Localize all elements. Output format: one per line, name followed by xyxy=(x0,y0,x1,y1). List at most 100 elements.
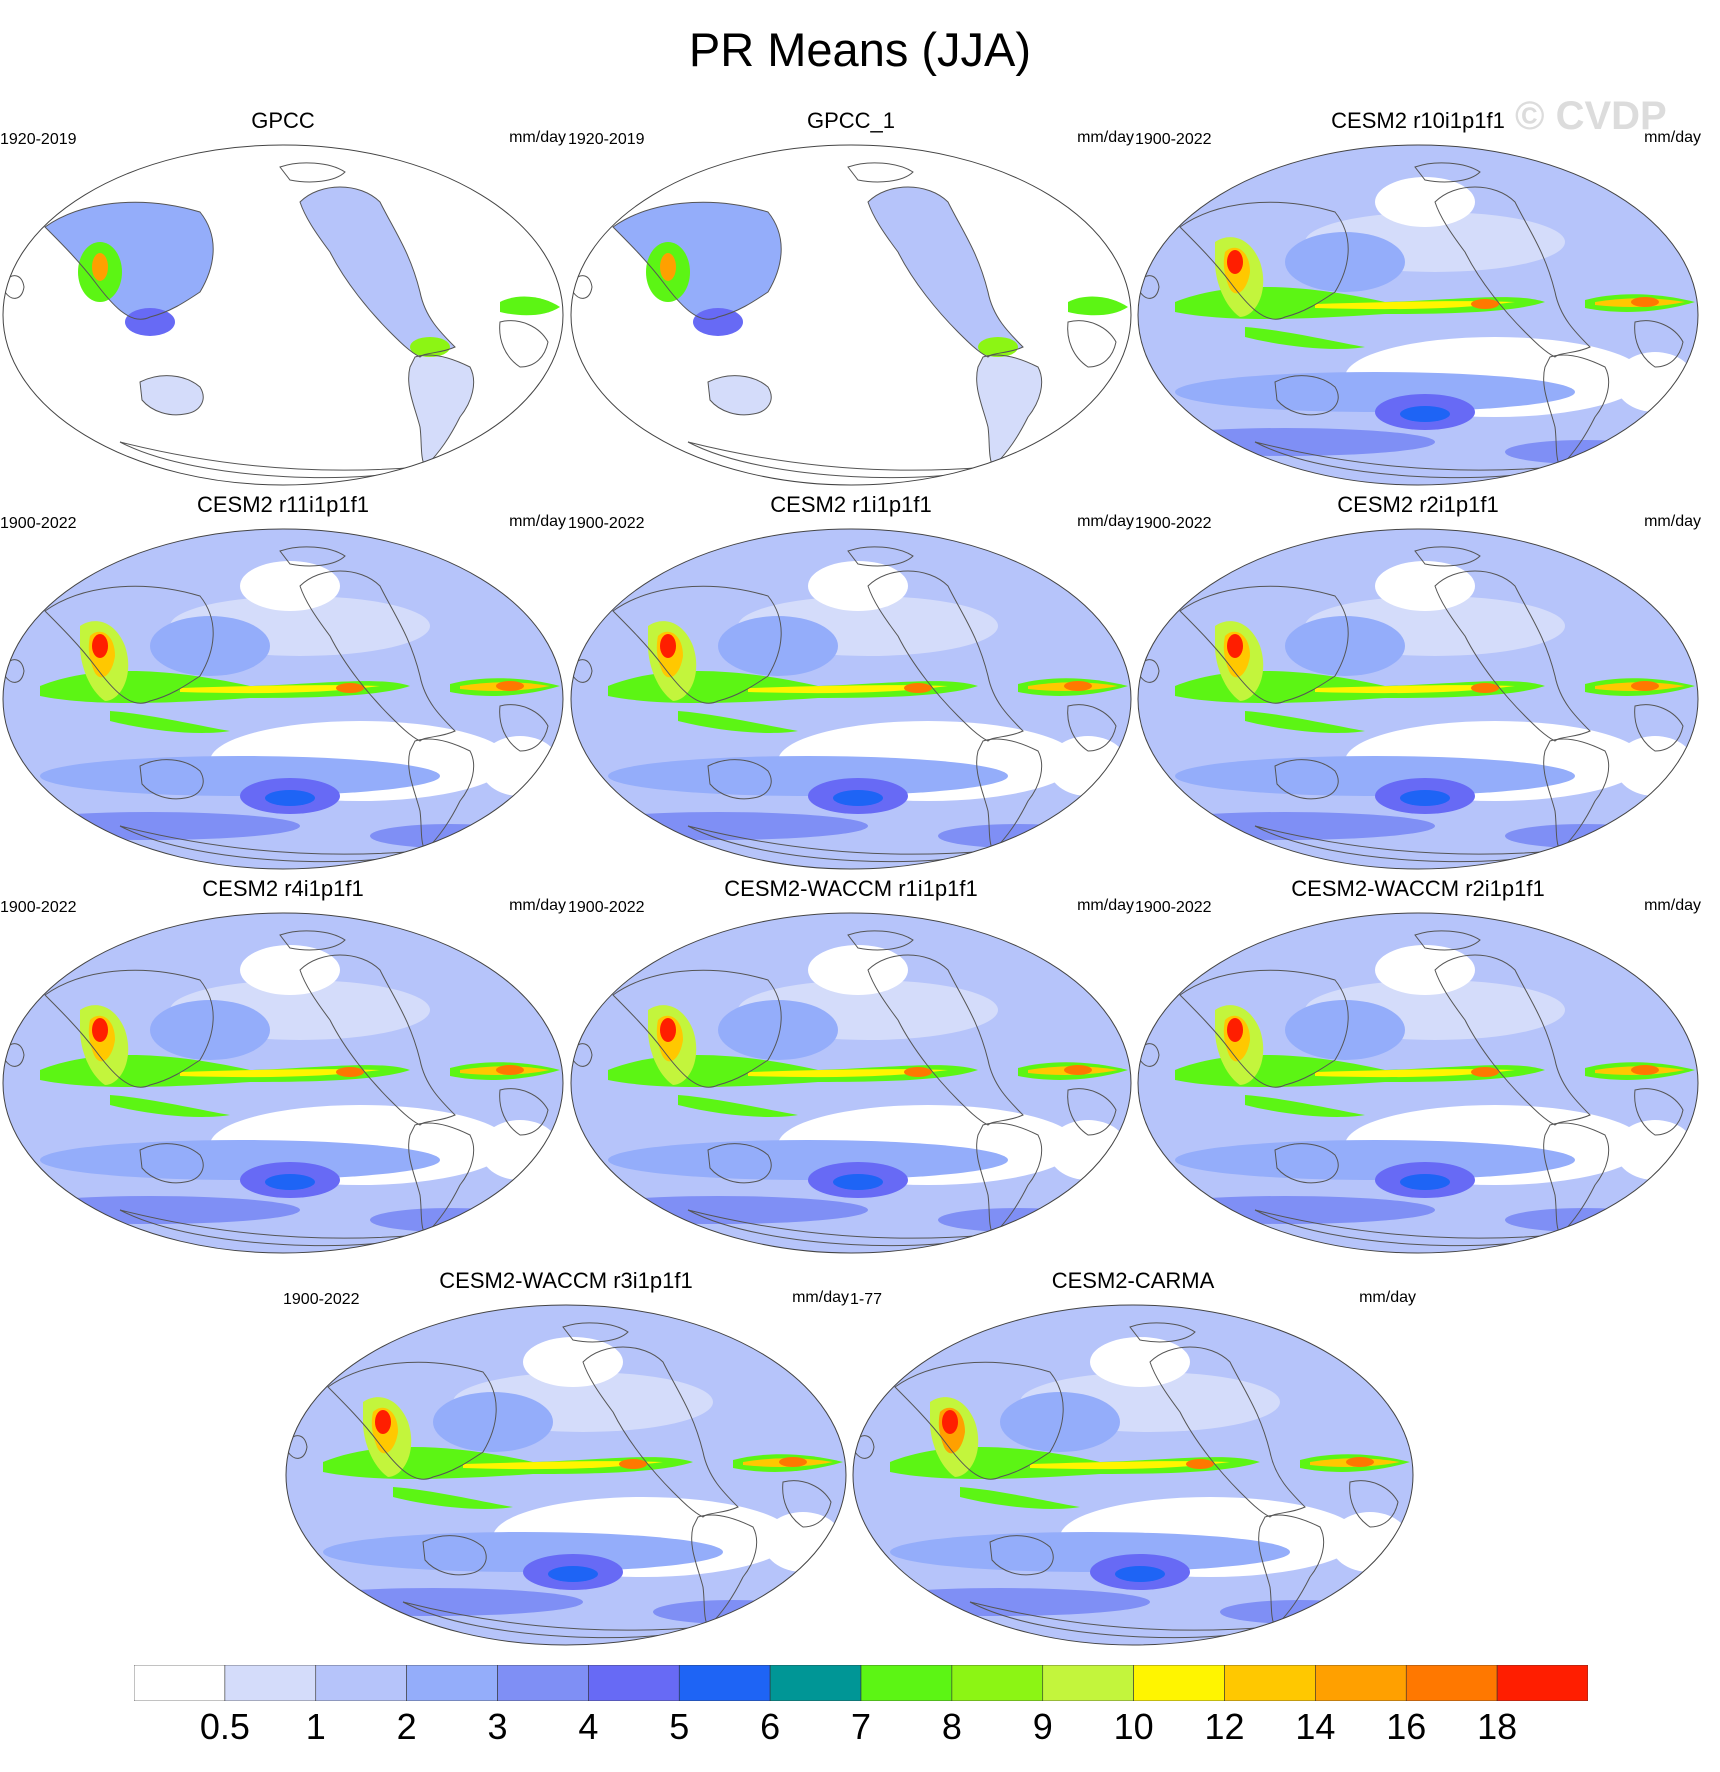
map-panel: CESM2-CARMA 1-77 mm/day xyxy=(850,1268,1416,1648)
coastline xyxy=(1414,546,1481,567)
precip-map xyxy=(852,1304,1414,1646)
map-panel: GPCC_1 1920-2019 mm/day xyxy=(568,108,1134,488)
colorbar-label: 5 xyxy=(669,1706,690,1747)
precip-field xyxy=(571,145,1131,485)
precip-map xyxy=(570,528,1132,870)
coastline xyxy=(612,585,782,704)
coastline xyxy=(989,1535,1054,1576)
coastline xyxy=(782,1480,832,1528)
coastline xyxy=(572,659,593,683)
colorbar-swatch xyxy=(406,1665,498,1701)
colorbar-swatch xyxy=(315,1665,407,1701)
panel-title: CESM2 r2i1p1f1 xyxy=(1337,492,1499,517)
coastline xyxy=(562,1322,629,1343)
colorbar xyxy=(134,1665,1588,1701)
colorbar-swatch xyxy=(1496,1665,1588,1701)
map-border xyxy=(1137,912,1699,1254)
coastline xyxy=(4,659,25,683)
colorbar-label: 1 xyxy=(305,1706,326,1747)
colorbar-label: 6 xyxy=(760,1706,781,1747)
colorbar-swatch xyxy=(678,1665,771,1701)
colorbar-label: 16 xyxy=(1386,1706,1427,1747)
map-panel: GPCC 1920-2019 mm/day xyxy=(0,108,566,488)
coastline xyxy=(1543,354,1610,468)
coastline xyxy=(1414,162,1481,183)
precip-field xyxy=(3,529,563,869)
coastline xyxy=(139,759,204,800)
colorbar-label: 3 xyxy=(487,1706,508,1747)
map-panel: CESM2 r4i1p1f1 1900-2022 mm/day xyxy=(0,876,566,1256)
precip-field xyxy=(571,913,1131,1253)
panel-title: GPCC xyxy=(251,108,315,133)
colorbar-swatch xyxy=(1133,1665,1225,1701)
map-panel: CESM2 r2i1p1f1 1900-2022 mm/day xyxy=(1135,492,1701,872)
panel-period: 1900-2022 xyxy=(568,899,645,916)
coastline xyxy=(976,1122,1043,1236)
coastline xyxy=(1434,186,1591,358)
colorbar-label: 0.5 xyxy=(199,1706,250,1747)
coastline xyxy=(1067,1088,1117,1136)
coastline xyxy=(1274,375,1339,416)
panel-units: mm/day xyxy=(509,897,566,914)
coastline xyxy=(707,759,772,800)
coastline xyxy=(408,1122,475,1236)
coastline xyxy=(1139,1043,1160,1067)
coastline xyxy=(612,201,782,320)
coastline xyxy=(707,375,772,416)
coastline xyxy=(1067,704,1117,752)
figure-title: PR Means (JJA) xyxy=(688,23,1032,76)
panel-title: CESM2 r10i1p1f1 xyxy=(1331,108,1505,133)
precip-map xyxy=(2,912,564,1254)
panel-title: CESM2-WACCM r2i1p1f1 xyxy=(1291,876,1545,901)
map-panel: CESM2 r10i1p1f1 1900-2022 mm/day xyxy=(1135,108,1701,488)
coastline xyxy=(4,275,25,299)
precip-map xyxy=(285,1304,847,1646)
colorbar-swatch xyxy=(1042,1665,1134,1701)
panel-period: 1900-2022 xyxy=(568,515,645,532)
coastline xyxy=(691,1514,758,1628)
precip-field xyxy=(1138,145,1698,485)
panel-units: mm/day xyxy=(1077,897,1134,914)
coastline xyxy=(1634,1088,1684,1136)
map-border xyxy=(1137,144,1699,486)
coastline xyxy=(44,969,214,1088)
panel-period: 1900-2022 xyxy=(0,899,77,916)
colorbar-label: 4 xyxy=(578,1706,599,1747)
coastline xyxy=(976,354,1043,468)
coastline xyxy=(867,570,1024,742)
precip-field xyxy=(3,145,563,485)
coastline xyxy=(1543,738,1610,852)
colorbar-swatch xyxy=(497,1665,589,1701)
coastline xyxy=(1149,1346,1306,1518)
coastline xyxy=(44,201,214,320)
coastline xyxy=(1349,1480,1399,1528)
map-panel: CESM2-WACCM r1i1p1f1 1900-2022 mm/day xyxy=(568,876,1134,1256)
panel-title: CESM2-WACCM r3i1p1f1 xyxy=(439,1268,693,1293)
coastline xyxy=(572,275,593,299)
panel-units: mm/day xyxy=(1644,129,1701,146)
coastline xyxy=(4,1043,25,1067)
coastline xyxy=(279,162,346,183)
panel-title: CESM2 r11i1p1f1 xyxy=(196,492,369,517)
panel-period: 1-77 xyxy=(850,1291,883,1308)
panel-units: mm/day xyxy=(1077,513,1134,530)
map-border xyxy=(570,912,1132,1254)
coastline xyxy=(854,1435,875,1459)
map-border xyxy=(2,528,564,870)
map-panel: CESM2 r1i1p1f1 1900-2022 mm/day xyxy=(568,492,1134,872)
coastline xyxy=(327,1361,497,1480)
coastline xyxy=(1274,759,1339,800)
precip-map xyxy=(570,912,1132,1254)
colorbar-label: 12 xyxy=(1204,1706,1245,1747)
map-border xyxy=(570,528,1132,870)
colorbar-label: 10 xyxy=(1113,1706,1154,1747)
coastline xyxy=(44,585,214,704)
panel-units: mm/day xyxy=(1359,1289,1416,1306)
map-border xyxy=(2,144,564,486)
map-border xyxy=(2,912,564,1254)
panel-title: CESM2-CARMA xyxy=(1051,1268,1215,1293)
map-panel: CESM2-WACCM r2i1p1f1 1900-2022 mm/day xyxy=(1135,876,1701,1256)
precip-field xyxy=(571,529,1131,869)
precip-field xyxy=(3,913,563,1253)
precip-map xyxy=(2,144,564,486)
